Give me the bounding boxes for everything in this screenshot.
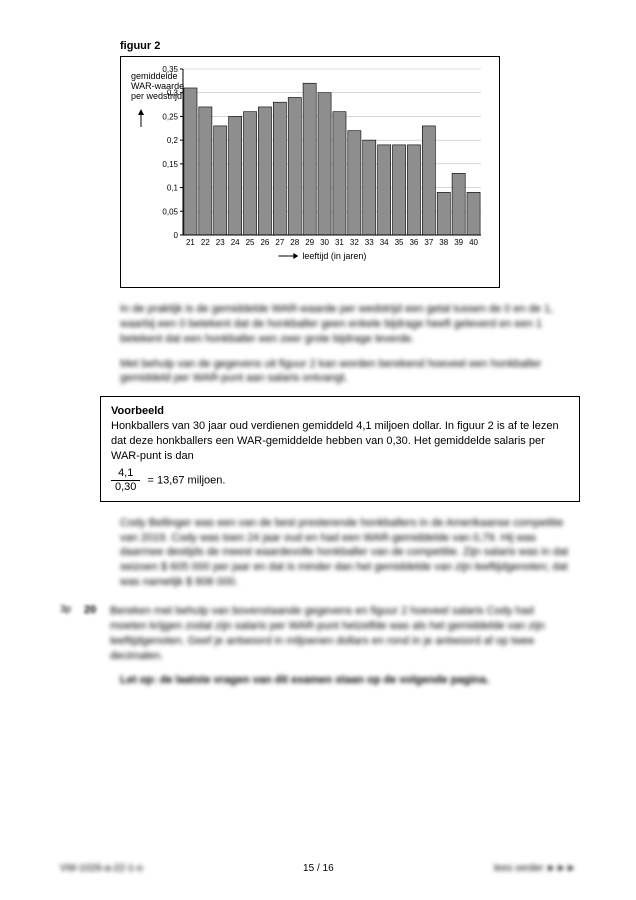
svg-text:40: 40 xyxy=(469,238,478,247)
example-text: Honkballers van 30 jaar oud verdienen ge… xyxy=(111,419,569,464)
question-number: 20 xyxy=(84,604,110,616)
footer-right: lees verder ►►► xyxy=(494,863,576,874)
svg-text:31: 31 xyxy=(335,238,344,247)
svg-text:21: 21 xyxy=(186,238,195,247)
svg-text:30: 30 xyxy=(320,238,329,247)
svg-text:23: 23 xyxy=(216,238,225,247)
svg-text:26: 26 xyxy=(260,238,269,247)
fraction-denominator: 0,30 xyxy=(111,482,140,493)
bar-chart: 00,050,10,150,20,250,30,35gemiddeldeWAR-… xyxy=(120,56,500,288)
svg-text:35: 35 xyxy=(395,238,404,247)
question-points: 3p xyxy=(60,604,84,615)
svg-text:29: 29 xyxy=(305,238,314,247)
page-footer: VW-1026-a-22-1-o 15 / 16 lees verder ►►► xyxy=(60,863,576,874)
example-fraction: 4,1 0,30 xyxy=(111,468,140,493)
svg-text:32: 32 xyxy=(350,238,359,247)
example-result: = 13,67 miljoen. xyxy=(147,474,225,486)
example-heading: Voorbeeld xyxy=(111,405,569,417)
svg-text:per wedstrijd: per wedstrijd xyxy=(131,91,182,101)
svg-text:38: 38 xyxy=(439,238,448,247)
svg-text:0,25: 0,25 xyxy=(162,112,178,121)
svg-text:0,1: 0,1 xyxy=(167,184,179,193)
svg-text:25: 25 xyxy=(246,238,255,247)
example-box: Voorbeeld Honkballers van 30 jaar oud ve… xyxy=(100,396,580,502)
svg-text:34: 34 xyxy=(380,238,389,247)
svg-text:36: 36 xyxy=(409,238,418,247)
svg-text:33: 33 xyxy=(365,238,374,247)
footer-center: 15 / 16 xyxy=(303,863,334,874)
svg-text:leeftijd (in jaren): leeftijd (in jaren) xyxy=(302,251,366,261)
paragraph-2: Met behulp van de gegevens uit figuur 2 … xyxy=(120,357,576,387)
svg-text:WAR-waarde: WAR-waarde xyxy=(131,81,184,91)
figure-title: figuur 2 xyxy=(120,40,576,52)
svg-text:24: 24 xyxy=(231,238,240,247)
svg-text:0,15: 0,15 xyxy=(162,160,178,169)
footer-left: VW-1026-a-22-1-o xyxy=(60,863,143,874)
svg-text:28: 28 xyxy=(290,238,299,247)
question-row: 3p 20 Bereken met behulp van bovenstaand… xyxy=(60,604,576,663)
svg-text:39: 39 xyxy=(454,238,463,247)
svg-text:37: 37 xyxy=(424,238,433,247)
paragraph-1: In de praktijk is de gemiddelde WAR-waar… xyxy=(120,302,576,347)
svg-text:gemiddelde: gemiddelde xyxy=(131,71,178,81)
svg-text:0,2: 0,2 xyxy=(167,136,179,145)
fraction-numerator: 4,1 xyxy=(111,468,140,479)
svg-text:0: 0 xyxy=(174,231,179,240)
question-text: Bereken met behulp van bovenstaande gege… xyxy=(110,604,576,663)
svg-text:22: 22 xyxy=(201,238,210,247)
svg-text:27: 27 xyxy=(275,238,284,247)
paragraph-3: Cody Bellinger was een van de best prest… xyxy=(120,516,576,590)
svg-text:0,05: 0,05 xyxy=(162,207,178,216)
page-notice: Let op: de laatste vragen van dit examen… xyxy=(120,673,576,687)
